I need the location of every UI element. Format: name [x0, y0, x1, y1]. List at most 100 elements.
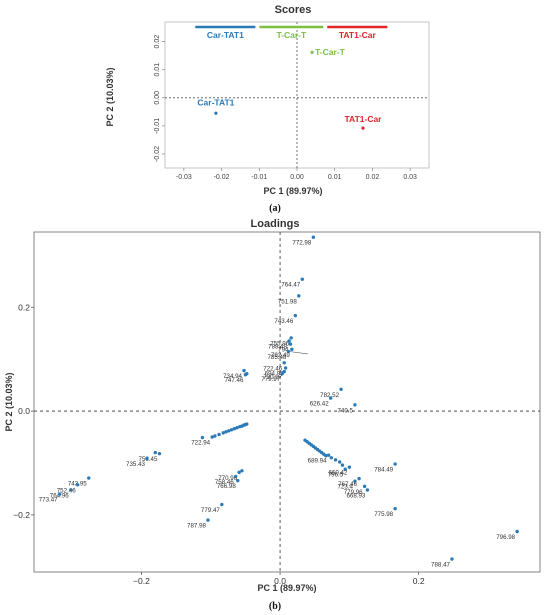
loadings-point-13	[242, 368, 246, 373]
loadings-point-5	[287, 339, 291, 343]
loadings-x-ticks: −0.2 0.0 0.2	[133, 572, 425, 586]
loadings-connector-0	[288, 351, 308, 355]
loadings-point-label-34: 767.46	[338, 481, 357, 488]
loadings-point-15	[339, 387, 343, 391]
loadings-point-22	[75, 483, 80, 487]
loadings-point-label-5: 788.48	[268, 344, 287, 351]
loadings-point-2	[297, 294, 301, 298]
loadings-point-unlabeled-6	[232, 427, 237, 431]
loadings-point-32	[347, 465, 352, 469]
loadings-point-unlabeled-25	[333, 458, 338, 462]
loadings-point-label-20: 735.43	[126, 461, 145, 468]
loadings-plot-frame	[33, 231, 541, 573]
scores-x-axis-label: PC 1 (89.97%)	[263, 186, 322, 196]
loadings-point-label-0: 772.98	[292, 240, 311, 247]
loadings-chart: Loadings 772.98764.47751.98743.46755.967…	[4, 218, 541, 612]
loadings-point-label-27: 766.98	[217, 483, 236, 490]
loadings-point-label-7: 785.48	[267, 354, 286, 361]
loadings-point-label-33: 723.4	[337, 484, 353, 491]
scores-point-0	[214, 111, 218, 115]
loadings-point-label-17: 626.42	[310, 401, 329, 408]
loadings-xtick-label-2: 0.2	[413, 576, 425, 586]
loadings-point-0	[311, 235, 316, 239]
loadings-point-unlabeled-7	[235, 425, 239, 430]
loadings-point-label-19: 756.45	[139, 456, 158, 463]
loadings-reference-lines	[34, 232, 540, 572]
loadings-point-label-8: 792.49	[271, 352, 290, 359]
loadings-ytick-label-1: 0.0	[18, 406, 30, 416]
loadings-points: 772.98764.47751.98743.46755.96788.487947…	[39, 235, 519, 569]
loadings-y-axis-label: PC 2 (10.03%)	[4, 372, 14, 431]
loadings-point-9	[282, 361, 286, 365]
loadings-point-36	[365, 488, 370, 492]
loadings-point-35	[362, 484, 367, 489]
loadings-point-label-23: 764.96	[50, 492, 69, 499]
loadings-point-17	[328, 396, 333, 400]
scores-chart: Scores Car-TAT1 T-Car-T TAT1-Car Car-TAT1 T…	[105, 4, 430, 214]
loadings-point-label-32: 660.42	[328, 470, 347, 477]
loadings-point-26	[234, 474, 238, 479]
scores-ytick-label-0: 0.02	[154, 35, 161, 49]
loadings-point-19	[157, 451, 162, 456]
loadings-point-label-6: 794	[278, 347, 289, 354]
scores-title: Scores	[275, 4, 312, 16]
loadings-xtick-label-0: −0.2	[133, 576, 150, 586]
loadings-x-axis-label: PC 1 (89.97%)	[257, 583, 316, 593]
scores-point-2	[361, 126, 365, 130]
loadings-point-27	[236, 478, 240, 483]
loadings-point-23	[69, 488, 73, 492]
loadings-point-18	[210, 435, 214, 439]
loadings-point-unlabeled-29	[153, 450, 158, 455]
loadings-point-37	[393, 462, 397, 466]
scores-y-ticks: 0.02 0.01 0.00 -0.01 -0.02	[154, 35, 165, 162]
scores-legend: Car-TAT1 T-Car-T TAT1-Car	[195, 25, 388, 40]
loadings-point-33	[353, 479, 357, 483]
loadings-point-label-37: 784.49	[374, 467, 393, 474]
scores-point-1	[310, 50, 314, 54]
scores-point-label-0: Car-TAT1	[197, 97, 234, 107]
loadings-point-unlabeled-3	[224, 430, 228, 434]
loadings-point-label-2: 751.98	[278, 298, 297, 305]
loadings-point-4	[289, 336, 293, 340]
loadings-point-34	[357, 476, 361, 481]
loadings-point-6	[288, 342, 293, 346]
loadings-point-label-30: 689.94	[308, 458, 327, 465]
loadings-point-3	[293, 313, 298, 318]
loadings-point-11	[280, 372, 284, 376]
loadings-point-25	[237, 470, 241, 475]
loadings-point-10	[283, 366, 288, 370]
loadings-point-label-1: 764.47	[281, 282, 300, 289]
scores-xtick-label-1: -0.02	[214, 174, 230, 181]
loadings-point-31	[343, 467, 347, 471]
loadings-point-38	[393, 506, 397, 511]
loadings-point-label-31: 796.5	[328, 472, 344, 479]
loadings-connectors	[288, 351, 308, 355]
scores-point-label-2: TAT1-Car	[345, 114, 383, 124]
scores-reference-lines	[165, 22, 429, 168]
loadings-point-14	[243, 373, 248, 377]
loadings-point-label-26: 758.46	[215, 479, 234, 486]
loadings-point-label-22: 752.46	[57, 487, 76, 494]
loadings-point-unlabeled-0	[213, 434, 217, 438]
loadings-ytick-label-2: −0.2	[13, 510, 30, 520]
scores-points: Car-TAT1 T-Car-T TAT1-Car	[197, 47, 382, 130]
loadings-point-label-11: 779.97	[261, 376, 280, 383]
loadings-point-label-35: 779.96	[344, 489, 363, 496]
loadings-point-unlabeled-28	[200, 435, 205, 440]
loadings-point-24	[57, 492, 62, 496]
loadings-point-8	[290, 347, 294, 352]
loadings-point-label-25: 770.96	[218, 475, 237, 482]
loadings-point-unlabeled-30	[240, 469, 244, 473]
loadings-point-label-10: 694.93	[265, 371, 284, 378]
scores-ytick-label-2: 0.00	[154, 91, 161, 105]
loadings-point-label-13: 734.94	[223, 373, 242, 380]
loadings-point-16	[353, 403, 357, 407]
loadings-point-label-9: 722.46	[263, 365, 282, 372]
scores-legend-label-0: Car-TAT1	[207, 30, 244, 40]
loadings-xtick-label-1: 0.0	[274, 576, 286, 586]
scores-point-label-1: T-Car-T	[315, 47, 346, 57]
loadings-point-1	[300, 277, 304, 281]
loadings-y-ticks: 0.2 0.0 −0.2	[13, 302, 34, 520]
caption-b: (b)	[269, 601, 281, 612]
